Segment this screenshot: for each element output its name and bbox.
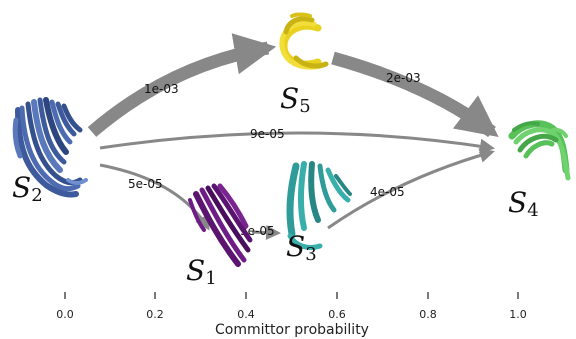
- transition-arrows: [87, 33, 499, 241]
- state-label-s4-base: S: [508, 186, 527, 219]
- state-label-s5-sub: 5: [299, 96, 310, 117]
- state-labels: S2 S5 S1 S3 S4: [12, 82, 539, 289]
- rate-labels: 1e-03 2e-03 9e-05 5e-05 3e-05 4e-05: [128, 71, 421, 238]
- rate-label-s2-s4: 9e-05: [250, 127, 285, 141]
- committor-axis: 0.0 0.2 0.4 0.6 0.8 1.0 Committor probab…: [56, 292, 527, 338]
- arrow-s3-s4: [327, 148, 495, 230]
- rate-label-s5-s4: 2e-03: [386, 71, 421, 85]
- state-label-s5: S5: [280, 82, 311, 117]
- structure-s4: [508, 120, 571, 181]
- rate-label-s3-s4: 4e-05: [370, 185, 405, 199]
- structure-s5: [279, 12, 329, 70]
- rate-label-s2-s5: 1e-03: [144, 82, 179, 96]
- structure-s1: [188, 183, 253, 267]
- rate-label-s2-s1: 5e-05: [128, 177, 163, 191]
- arrow-s1-s3: [251, 225, 281, 241]
- state-label-s2-sub: 2: [31, 185, 42, 206]
- state-label-s3-sub: 3: [305, 244, 316, 265]
- axis-title: Committor probability: [215, 322, 369, 338]
- tick-label-1: 0.2: [146, 308, 164, 321]
- arrow-s2-s4: [99, 131, 495, 154]
- state-label-s2: S2: [12, 171, 43, 206]
- state-label-s3-base: S: [286, 230, 305, 263]
- state-label-s1: S1: [186, 254, 217, 289]
- state-label-s3: S3: [286, 230, 317, 265]
- tick-label-0: 0.0: [56, 308, 74, 321]
- tick-label-5: 1.0: [509, 308, 527, 321]
- tick-label-2: 0.4: [237, 308, 255, 321]
- state-label-s1-sub: 1: [205, 268, 216, 289]
- state-label-s2-base: S: [12, 171, 31, 204]
- tick-label-4: 0.8: [419, 308, 437, 321]
- state-label-s4: S4: [508, 186, 539, 221]
- structure-s2: [12, 97, 88, 198]
- arrow-s5-s4: [331, 51, 499, 138]
- arrow-s2-s1: [99, 163, 210, 231]
- state-label-s5-base: S: [280, 82, 299, 115]
- arrow-s2-s5: [87, 33, 277, 137]
- state-label-s4-sub: 4: [527, 200, 538, 221]
- tick-label-3: 0.6: [328, 308, 346, 321]
- state-label-s1-base: S: [186, 254, 205, 287]
- structure-s3: [286, 161, 352, 251]
